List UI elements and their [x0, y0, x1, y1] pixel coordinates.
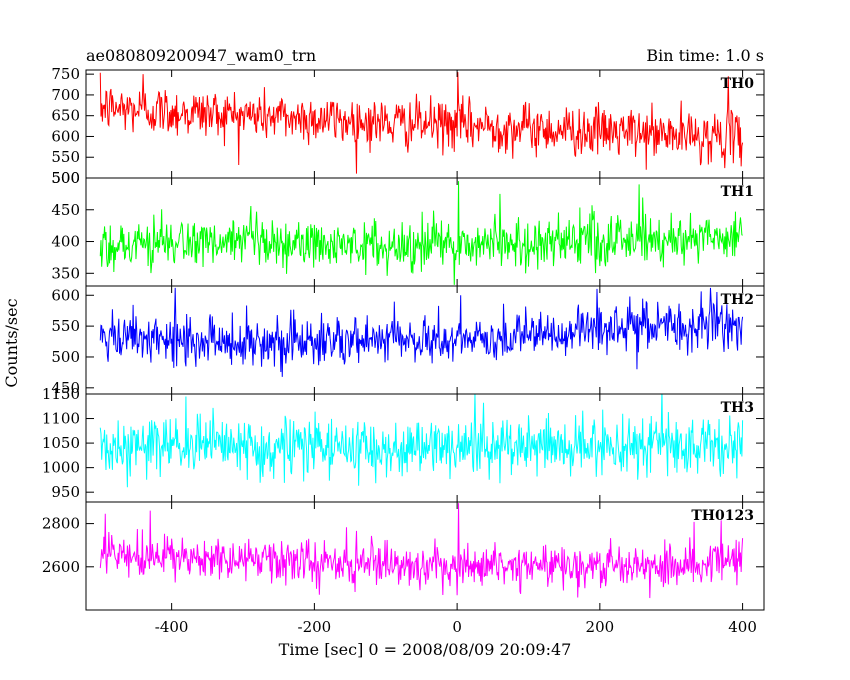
panel-th0: 500 550 600 650 700 750 TH0 — [51, 65, 765, 187]
panels-group: 500 550 600 650 700 750 TH0 350 400 450 500 TH1 450 5… — [42, 65, 765, 611]
series-line-th0 — [99, 72, 744, 174]
series-line-th3 — [99, 394, 744, 488]
x-axis: -400 -200 0 200 400 — [155, 618, 757, 636]
y-tick-label: 650 — [51, 107, 80, 125]
x-axis-title: Time [sec] 0 = 2008/08/09 20:09:47 — [279, 640, 572, 659]
y-tick-label: 450 — [51, 379, 80, 397]
chart-header: ae080809200947_wam0_trn Bin time: 1.0 s — [86, 46, 764, 65]
y-tick-label: 600 — [51, 286, 80, 304]
panel-label: TH1 — [721, 184, 754, 200]
y-tick-label: 750 — [51, 65, 80, 83]
panel-label: TH2 — [721, 292, 754, 308]
y-tick-label: 2800 — [42, 515, 80, 533]
panel-label: TH0 — [721, 76, 755, 92]
series-line-th1 — [99, 181, 743, 285]
panel-th0123: 2600 2800 TH0123 — [42, 501, 765, 611]
y-tick-label: 1150 — [42, 385, 80, 403]
chart-title: ae080809200947_wam0_trn — [86, 46, 316, 65]
y-tick-label: 550 — [51, 148, 80, 166]
panel-label: TH0123 — [691, 508, 754, 524]
y-tick-label: 350 — [51, 264, 80, 282]
y-tick-label: 950 — [51, 483, 80, 501]
y-tick-label: 1050 — [42, 434, 80, 452]
y-axis-title: Counts/sec — [2, 298, 21, 387]
x-tick-label: 0 — [452, 618, 462, 636]
y-tick-label: 600 — [51, 127, 80, 145]
panel-frame — [85, 501, 765, 611]
y-tick-label: 700 — [51, 86, 80, 104]
x-tick-label: -200 — [298, 618, 332, 636]
panel-th1: 350 400 450 500 TH1 — [51, 169, 765, 287]
y-tick-label: 2600 — [42, 558, 80, 576]
series-line-th0123 — [99, 503, 744, 599]
panel-th2: 450 500 550 600 TH2 — [51, 285, 765, 397]
y-tick-label: 500 — [51, 169, 80, 187]
y-tick-label: 400 — [51, 233, 80, 251]
y-tick-label: 1100 — [42, 410, 80, 428]
bin-time-label: Bin time: 1.0 s — [646, 46, 764, 65]
y-tick-label: 500 — [51, 169, 80, 187]
y-tick-label: 500 — [51, 348, 80, 366]
series-line-th2 — [99, 287, 744, 377]
x-tick-label: 400 — [728, 618, 757, 636]
x-tick-label: -400 — [155, 618, 189, 636]
x-tick-label: 200 — [586, 618, 615, 636]
y-tick-label: 450 — [51, 201, 80, 219]
panel-th3: 950 1000 1050 1100 1150 TH3 — [42, 385, 765, 503]
y-tick-label: 1000 — [42, 459, 80, 477]
panel-label: TH3 — [721, 400, 754, 416]
y-tick-label: 550 — [51, 317, 80, 335]
